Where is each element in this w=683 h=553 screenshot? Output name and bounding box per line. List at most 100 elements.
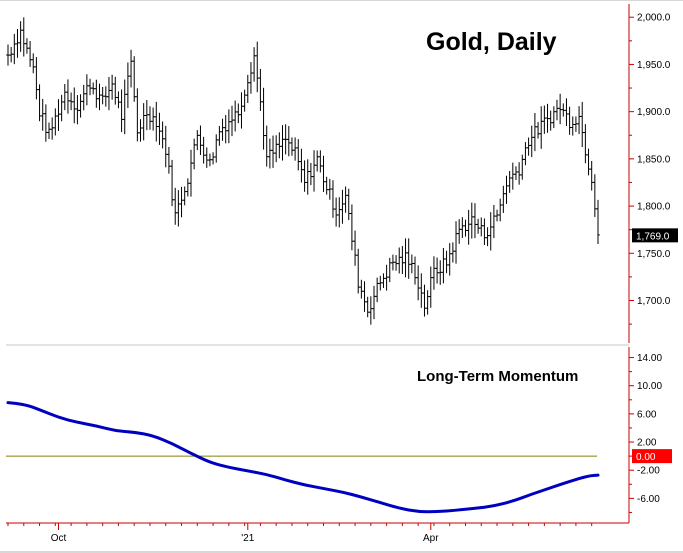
price-bar	[444, 250, 449, 274]
price-bar	[539, 106, 544, 149]
price-bar	[53, 108, 58, 136]
price-bar	[315, 150, 319, 172]
price-bar	[138, 119, 143, 142]
price-bar	[580, 101, 585, 148]
price-bar	[264, 125, 269, 167]
price-bar	[62, 83, 67, 111]
price-bar	[37, 84, 42, 122]
price-bar	[492, 204, 496, 239]
price-bar	[91, 82, 95, 95]
price-chart-title: Gold, Daily	[426, 28, 557, 56]
price-bar	[25, 38, 29, 54]
price-bar	[394, 255, 398, 271]
price-bar	[287, 126, 291, 157]
price-bar	[255, 41, 260, 93]
price-bar	[66, 79, 70, 114]
price-bar	[375, 277, 379, 303]
price-bar	[132, 56, 137, 102]
price-bar	[498, 198, 502, 222]
price-bar	[88, 78, 92, 96]
price-bar	[268, 138, 272, 169]
price-bar	[350, 204, 354, 251]
price-bar	[113, 76, 118, 105]
price-y-tick-label: 1,950.0	[637, 60, 671, 71]
momentum-last-value-label: 0.00	[636, 452, 656, 463]
price-bar	[85, 74, 89, 106]
price-bar	[163, 125, 168, 168]
price-bar	[72, 87, 77, 124]
price-bar	[422, 284, 427, 317]
price-bar	[324, 176, 329, 195]
price-bar	[517, 162, 521, 185]
price-bar	[182, 186, 187, 206]
price-bar	[504, 175, 509, 204]
price-bar	[6, 44, 10, 66]
price-bar	[564, 98, 569, 127]
price-bar	[359, 279, 364, 299]
price-bar	[40, 98, 45, 131]
price-bar	[186, 178, 190, 197]
price-bar	[167, 146, 171, 174]
price-bar	[555, 99, 559, 121]
price-bar	[406, 238, 411, 279]
price-bar	[299, 148, 304, 183]
price-bar	[50, 117, 54, 140]
price-bar	[536, 122, 540, 139]
price-bar	[309, 162, 313, 186]
momentum-y-tick-label: -6.00	[637, 494, 660, 505]
price-bar	[94, 79, 99, 108]
price-bar	[410, 254, 414, 274]
momentum-y-tick-label: 10.00	[637, 381, 662, 392]
price-bar	[372, 285, 376, 320]
price-bar	[160, 121, 165, 149]
price-bar	[542, 105, 547, 134]
price-bar	[249, 62, 253, 94]
momentum-chart-title: Long-Term Momentum	[417, 368, 578, 385]
price-bar	[312, 150, 316, 192]
price-bar	[208, 153, 212, 167]
price-bar	[189, 149, 193, 197]
momentum-last-value-badge	[632, 449, 672, 464]
price-bar	[261, 87, 266, 150]
price-bar	[141, 103, 146, 141]
price-bar	[15, 29, 20, 58]
price-bar	[558, 93, 562, 125]
price-bar	[413, 256, 417, 285]
price-bar	[337, 197, 342, 228]
price-bar	[479, 217, 484, 237]
price-bar	[274, 135, 278, 163]
price-bar	[75, 95, 80, 125]
price-bar	[561, 103, 566, 117]
price-bar	[44, 104, 48, 142]
price-bar	[574, 116, 578, 132]
price-bar	[356, 248, 361, 294]
price-bar	[173, 187, 178, 225]
momentum-y-tick-label: 14.00	[637, 353, 662, 364]
price-bar	[596, 199, 600, 244]
price-bar	[157, 112, 162, 145]
price-bar	[211, 152, 215, 165]
price-bar	[258, 68, 263, 111]
price-bar	[391, 254, 395, 271]
price-bar	[441, 247, 446, 284]
momentum-y-tick-label: 6.00	[637, 409, 657, 420]
price-y-tick-label: 1,800.0	[637, 202, 671, 213]
price-bar	[586, 148, 591, 176]
price-bar	[384, 264, 389, 291]
price-bar	[593, 174, 597, 217]
price-bar	[129, 49, 133, 88]
price-bar	[110, 74, 114, 100]
price-bar	[469, 202, 474, 239]
price-bar	[463, 219, 468, 237]
price-bar	[548, 110, 553, 131]
price-bar	[201, 136, 206, 164]
price-bar	[438, 260, 443, 285]
price-bar	[81, 84, 86, 111]
price-y-tick-label: 1,750.0	[637, 249, 671, 260]
price-bar	[78, 94, 83, 118]
price-bar	[204, 147, 209, 168]
price-bar	[457, 219, 461, 244]
price-bar	[293, 137, 297, 161]
